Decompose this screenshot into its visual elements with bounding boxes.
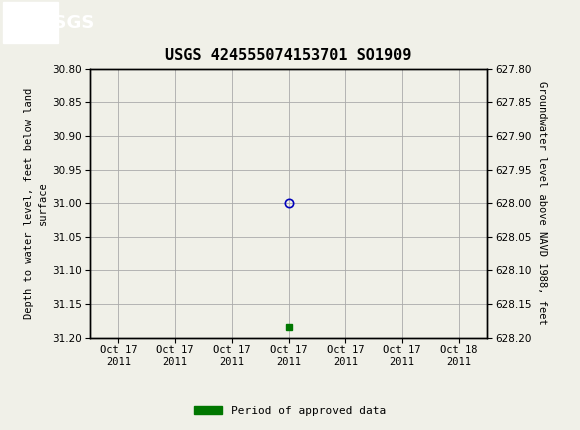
Text: █▅▀
USGS: █▅▀ USGS xyxy=(5,8,35,39)
Title: USGS 424555074153701 SO1909: USGS 424555074153701 SO1909 xyxy=(165,49,412,64)
Text: ▓: ▓ xyxy=(3,10,22,35)
Y-axis label: Depth to water level, feet below land
surface: Depth to water level, feet below land su… xyxy=(24,88,48,319)
Y-axis label: Groundwater level above NAVD 1988, feet: Groundwater level above NAVD 1988, feet xyxy=(537,81,547,325)
Legend: Period of approved data: Period of approved data xyxy=(190,401,390,420)
Bar xyxy=(3,2,58,43)
Text: USGS: USGS xyxy=(39,14,95,31)
